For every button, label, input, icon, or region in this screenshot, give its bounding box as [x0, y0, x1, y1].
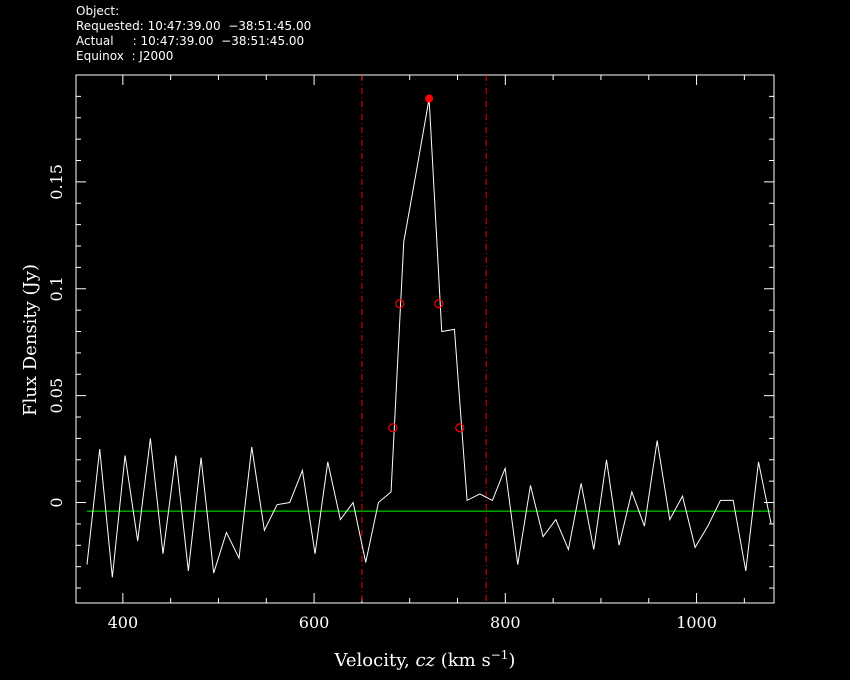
y-tick-label: 0.15	[47, 164, 66, 200]
x-label-part: Velocity,	[334, 650, 416, 671]
header-line: Object:	[76, 4, 119, 18]
x-label-part: (km s	[435, 650, 491, 671]
x-label-part: −1	[491, 648, 509, 662]
x-label-part: )	[508, 650, 515, 671]
header-line: Equinox : J2000	[76, 49, 173, 63]
width-marker	[388, 423, 398, 433]
width-marker	[395, 299, 405, 309]
x-label-part: cz	[415, 650, 435, 671]
y-axis-label: Flux Density (Jy)	[20, 264, 41, 416]
header-line: Requested: 10:47:39.00 −38:51:45.00	[76, 19, 311, 33]
y-tick-label: 0	[47, 497, 66, 507]
x-tick-label: 800	[490, 613, 521, 632]
x-tick-label: 400	[108, 613, 139, 632]
width-marker	[434, 299, 444, 309]
x-tick-label: 600	[299, 613, 330, 632]
header-line: Actual : 10:47:39.00 −38:51:45.00	[76, 34, 304, 48]
y-tick-label: 0.05	[47, 378, 66, 414]
y-tick-label: 0.1	[47, 276, 66, 301]
spectrum-line	[86, 98, 772, 578]
width-marker	[455, 423, 465, 433]
plot-frame	[75, 74, 775, 604]
x-tick-label: 1000	[676, 613, 717, 632]
x-axis-label: Velocity, cz (km s−1)	[334, 648, 516, 671]
peak-marker	[425, 94, 434, 103]
